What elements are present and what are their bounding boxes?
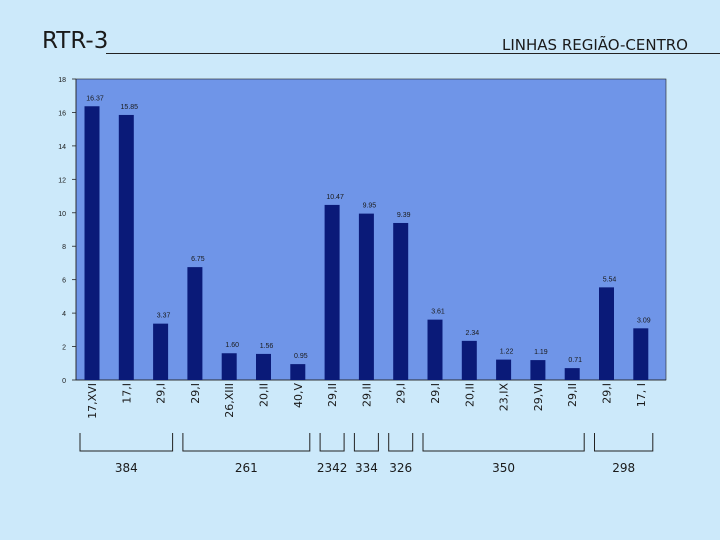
page-subtitle: LINHAS REGIÃO-CENTRO	[502, 36, 688, 54]
bar	[256, 353, 271, 380]
y-tick-label: 0	[62, 378, 66, 385]
bar	[358, 213, 374, 380]
group-bracket	[182, 433, 311, 452]
group-bracket	[594, 433, 654, 452]
header-rule	[106, 53, 720, 54]
bar	[290, 364, 306, 380]
category-label: 20,II	[258, 383, 271, 407]
y-tick-label: 2	[62, 345, 66, 352]
group-label: 298	[612, 461, 635, 475]
y-tick-label: 8	[62, 244, 66, 251]
data-label: 1.56	[260, 343, 274, 350]
category-label: 23,IX	[498, 383, 511, 412]
group-label: 350	[492, 461, 515, 475]
bar	[393, 222, 409, 380]
data-label: 3.61	[431, 309, 445, 316]
category-label: 29,I	[189, 383, 202, 404]
group-label: 2342	[317, 461, 348, 475]
group-bracket	[319, 433, 345, 452]
group-bracket	[388, 433, 414, 452]
category-label: 29,II	[326, 383, 339, 407]
category-label: 29,II	[360, 383, 373, 407]
bar	[564, 368, 580, 380]
bar	[427, 319, 443, 380]
data-label: 1.19	[534, 349, 548, 356]
category-label: 40,V	[292, 383, 305, 408]
data-label: 2.34	[465, 330, 479, 337]
data-label: 0.95	[294, 353, 308, 360]
category-label: 17,XVI	[86, 383, 99, 419]
bar	[324, 204, 340, 380]
category-label: 29,VI	[532, 383, 545, 411]
y-tick-label: 12	[58, 177, 66, 184]
data-label: 15.85	[121, 104, 139, 111]
data-label: 10.47	[326, 194, 344, 201]
bar	[221, 353, 237, 380]
y-tick-label: 10	[58, 211, 66, 218]
data-label: 1.22	[500, 349, 514, 356]
bar	[153, 323, 169, 380]
bar	[118, 114, 134, 381]
bar	[599, 287, 614, 380]
data-label: 1.60	[225, 342, 239, 349]
y-tick-label: 4	[62, 311, 66, 318]
y-tick-label: 14	[58, 144, 66, 151]
bar	[187, 267, 203, 380]
group-bracket	[79, 433, 174, 452]
category-label: 29,I	[155, 383, 168, 404]
bar	[633, 328, 649, 380]
y-tick-label: 16	[58, 110, 66, 117]
bar	[461, 340, 477, 380]
category-label: 17,I	[120, 383, 133, 404]
data-label: 3.09	[637, 317, 651, 324]
group-label: 261	[235, 461, 258, 475]
group-label: 334	[355, 461, 378, 475]
data-label: 9.39	[397, 212, 411, 219]
bar	[496, 359, 512, 380]
category-label: 20,II	[463, 383, 476, 407]
category-label: 29,I	[601, 383, 614, 404]
group-bracket	[422, 433, 585, 452]
y-tick-label: 18	[58, 77, 66, 84]
category-label: 29,I	[429, 383, 442, 404]
data-label: 5.54	[603, 276, 617, 283]
group-bracket	[353, 433, 379, 452]
data-label: 3.37	[157, 313, 171, 320]
bar	[84, 106, 100, 380]
category-label: 29,II	[566, 383, 579, 407]
bar	[530, 360, 546, 380]
category-label: 26,XIII	[223, 383, 236, 418]
page-title: RTR-3	[42, 28, 109, 54]
data-label: 9.95	[363, 203, 377, 210]
data-label: 6.75	[191, 256, 205, 263]
group-label: 326	[389, 461, 412, 475]
group-label: 384	[115, 461, 138, 475]
category-label: 29,I	[395, 383, 408, 404]
data-label: 16.37	[86, 95, 104, 102]
page-header: RTR-3 LINHAS REGIÃO-CENTRO	[42, 28, 720, 56]
category-label: 17, I	[635, 383, 648, 407]
data-label: 0.71	[568, 357, 582, 364]
y-tick-label: 6	[62, 278, 66, 285]
